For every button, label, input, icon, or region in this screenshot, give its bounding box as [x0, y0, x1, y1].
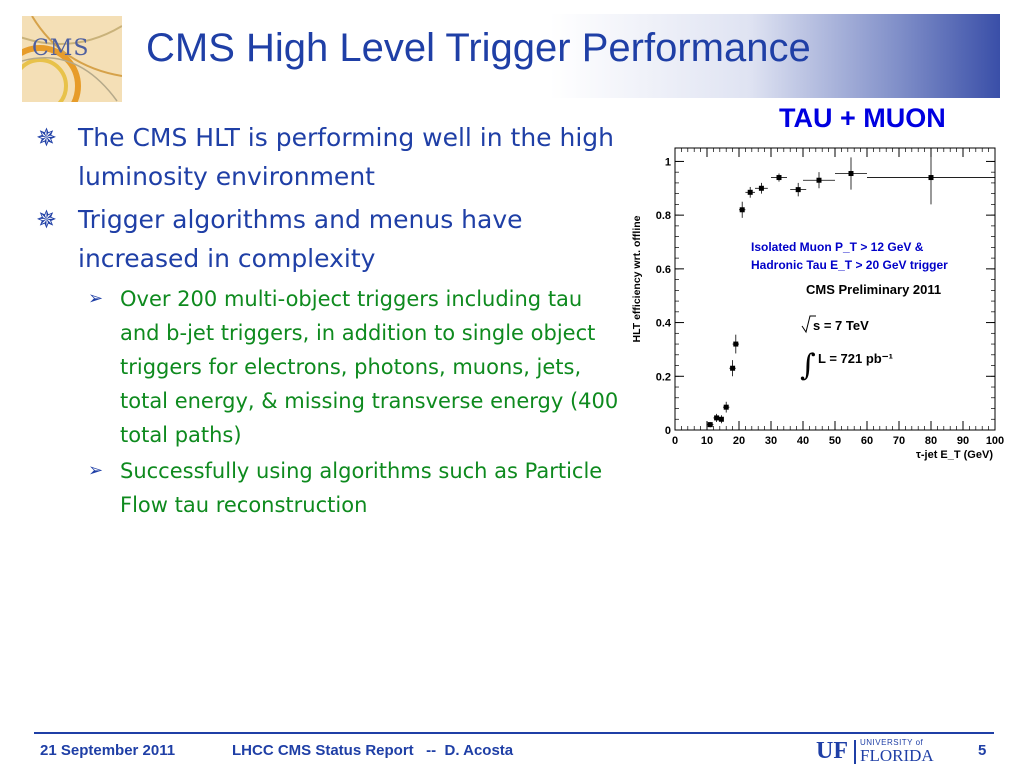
uf-logo-university: UNIVERSITY of — [860, 738, 924, 747]
y-tick-label: 1 — [665, 156, 671, 168]
x-tick-label: 30 — [765, 435, 777, 447]
data-point — [723, 404, 729, 410]
chevron-right-icon: ➢ — [88, 288, 104, 309]
plot-label: TAU + MUON — [779, 103, 946, 133]
uf-logo-divider — [854, 740, 856, 764]
bullet-list: ✵ The CMS HLT is performing well in the … — [36, 118, 626, 522]
page-number: 5 — [978, 742, 987, 759]
x-tick-label: 40 — [797, 435, 809, 447]
plot-frame — [674, 147, 996, 431]
efficiency-chart: 0 10 20 30 40 50 60 70 80 90 100 0 0.2 0.4 0.6 0.8 1 HLT … — [631, 147, 1004, 461]
bullet-text: The CMS HLT is performing well in the hi… — [78, 123, 615, 191]
data-point — [707, 422, 713, 428]
x-tick-label: 50 — [829, 435, 841, 447]
data-point — [758, 185, 764, 191]
y-tick-label: 0.8 — [656, 210, 671, 222]
x-tick-label: 100 — [986, 435, 1004, 447]
integral-icon: ∫ — [800, 348, 816, 383]
footer-report: LHCC CMS Status Report -- D. Acosta — [232, 742, 514, 759]
footer-divider — [34, 732, 994, 734]
sub-bullet-item: ➢ Successfully using algorithms such as … — [36, 454, 626, 522]
data-point — [747, 189, 753, 195]
x-tick-label: 60 — [861, 435, 873, 447]
uf-logo-florida: FLORIDA — [860, 746, 934, 765]
logo-text: CMS — [32, 36, 90, 61]
sub-bullet-text: Over 200 multi-object triggers including… — [120, 287, 619, 447]
footer-date: 21 September 2011 — [40, 742, 176, 759]
y-tick-label: 0.2 — [656, 371, 671, 383]
trigger-annotation-line2: Hadronic Tau E_T > 20 GeV trigger — [751, 258, 948, 272]
trigger-annotation-line1: Isolated Muon P_T > 12 GeV & — [751, 240, 924, 254]
x-tick-label: 70 — [893, 435, 905, 447]
bullet-item: ✵ Trigger algorithms and menus have incr… — [36, 200, 626, 278]
asterisk-bullet-icon: ✵ — [36, 123, 57, 152]
sqrt-icon — [801, 315, 816, 334]
asterisk-bullet-icon: ✵ — [36, 205, 57, 234]
cms-logo-icon — [22, 16, 122, 102]
data-point — [718, 416, 724, 422]
x-tick-label: 10 — [701, 435, 713, 447]
x-axis-label: τ-jet E_T (GeV) — [916, 449, 993, 461]
data-point — [928, 175, 934, 181]
page-title: CMS High Level Trigger Performance — [146, 26, 811, 70]
y-tick-label: 0.4 — [656, 318, 672, 330]
sub-bullet-item: ➢ Over 200 multi-object triggers includi… — [36, 282, 626, 452]
uf-logo-mark: UF — [816, 738, 848, 764]
data-point — [733, 341, 739, 347]
y-tick-label: 0.6 — [656, 264, 671, 276]
bullet-text: Trigger algorithms and menus have increa… — [78, 205, 523, 273]
data-point — [816, 177, 822, 183]
chevron-right-icon: ➢ — [88, 460, 104, 481]
data-point — [730, 365, 736, 371]
data-point — [795, 187, 801, 193]
energy-label: s = 7 TeV — [813, 318, 869, 333]
luminosity-label: L = 721 pb⁻¹ — [818, 351, 893, 366]
sub-bullet-text: Successfully using algorithms such as Pa… — [120, 459, 603, 517]
preliminary-label: CMS Preliminary 2011 — [806, 282, 941, 297]
x-tick-label: 90 — [957, 435, 969, 447]
data-point — [714, 415, 720, 421]
header-band — [0, 14, 1000, 98]
data-point — [776, 175, 782, 181]
data-point — [848, 171, 854, 177]
cms-logo: CMS — [22, 16, 122, 102]
uf-logo: UF UNIVERSITY of FLORIDA — [816, 738, 936, 766]
x-tick-label: 80 — [925, 435, 937, 447]
x-tick-label: 20 — [733, 435, 745, 447]
bullet-item: ✵ The CMS HLT is performing well in the … — [36, 118, 626, 196]
y-tick-label: 0 — [665, 425, 671, 437]
data-point — [739, 207, 745, 213]
y-axis-label: HLT efficiency wrt. offline — [631, 215, 643, 342]
x-tick-label: 0 — [672, 435, 678, 447]
